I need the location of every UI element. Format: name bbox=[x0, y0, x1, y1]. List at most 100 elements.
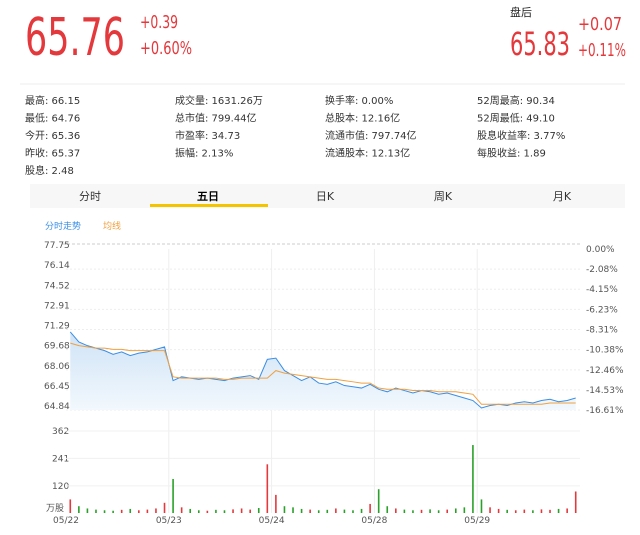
x-tick-label: 05/29 bbox=[464, 516, 490, 526]
volume-bar bbox=[540, 509, 543, 513]
after-change: +0.07 bbox=[578, 14, 622, 35]
volume-bar bbox=[352, 510, 354, 513]
y2-tick-label: -6.23% bbox=[586, 305, 618, 315]
stat: 最高: 66.15 bbox=[25, 94, 80, 107]
y-tick-label: 69.68 bbox=[44, 342, 70, 352]
volume-bar bbox=[412, 510, 414, 513]
volume-bar bbox=[95, 509, 97, 513]
volume-bar bbox=[343, 509, 346, 513]
volume-bar bbox=[300, 508, 303, 513]
change-pct: +0.60% bbox=[140, 38, 192, 59]
stat: 股息: 2.48 bbox=[25, 164, 74, 177]
stat: 52周最高: 90.34 bbox=[477, 94, 555, 107]
volume-bar bbox=[309, 509, 311, 513]
volume-bar bbox=[403, 509, 406, 513]
volume-bar bbox=[454, 508, 457, 513]
volume-bar bbox=[335, 508, 337, 513]
stat: 昨收: 65.37 bbox=[25, 147, 80, 160]
volume-bar bbox=[138, 510, 140, 513]
volume-bar bbox=[429, 509, 431, 513]
volume-bar bbox=[566, 508, 568, 513]
volume-bar bbox=[215, 509, 217, 513]
volume-bar bbox=[480, 499, 483, 513]
volume-bar bbox=[86, 508, 89, 513]
price-area bbox=[70, 331, 576, 410]
tab-underline bbox=[150, 204, 268, 207]
stat: 振幅: 2.13% bbox=[175, 147, 233, 160]
stat: 流通市值: 797.74亿 bbox=[325, 129, 417, 142]
x-tick-label: 05/28 bbox=[361, 516, 387, 526]
volume-bar bbox=[120, 509, 123, 513]
stat: 换手率: 0.00% bbox=[325, 94, 393, 107]
volume-bar bbox=[506, 509, 508, 513]
after-change-pct: +0.11% bbox=[578, 40, 626, 61]
volume-bar bbox=[386, 506, 389, 513]
stat: 总市值: 799.44亿 bbox=[175, 112, 257, 125]
price: 65.76 bbox=[25, 8, 125, 68]
volume-bar bbox=[472, 445, 474, 513]
volume-bar bbox=[257, 508, 260, 513]
volume-bar bbox=[103, 510, 106, 513]
volume-bar bbox=[326, 509, 329, 513]
volume-bar bbox=[437, 510, 440, 513]
volume-bar bbox=[78, 506, 80, 513]
volume-bar bbox=[163, 502, 166, 513]
x-tick-label: 05/24 bbox=[259, 516, 285, 526]
stat: 股息收益率: 3.77% bbox=[477, 129, 565, 142]
y2-tick-label: -12.46% bbox=[586, 366, 624, 376]
y-tick-label: 76.14 bbox=[44, 261, 70, 271]
volume-bar bbox=[463, 507, 466, 513]
volume-bar bbox=[395, 508, 397, 513]
volume-bar bbox=[283, 506, 286, 513]
y2-tick-label: -16.61% bbox=[586, 406, 624, 416]
volume-unit: 万股 bbox=[46, 503, 64, 514]
volume-bar bbox=[206, 510, 209, 513]
volume-bar bbox=[574, 491, 577, 513]
volume-bar bbox=[446, 509, 449, 513]
stat: 市盈率: 34.73 bbox=[175, 129, 240, 142]
tab[interactable]: 周K bbox=[434, 190, 453, 203]
tab[interactable]: 月K bbox=[553, 190, 572, 203]
volume-bar bbox=[523, 509, 526, 513]
volume-bar bbox=[112, 510, 114, 513]
price-line bbox=[69, 331, 576, 409]
volume-bar bbox=[223, 510, 226, 513]
x-tick-label: 05/23 bbox=[156, 516, 182, 526]
volume-bar bbox=[275, 494, 277, 513]
stat: 流通股本: 12.13亿 bbox=[325, 147, 410, 160]
stat: 成交量: 1631.26万 bbox=[175, 94, 263, 107]
y2-tick-label: -8.31% bbox=[586, 326, 618, 336]
legend: 分时走势 bbox=[45, 220, 81, 232]
volume-bar bbox=[317, 510, 320, 513]
volume-bar bbox=[197, 510, 200, 513]
volume-tick-label: 241 bbox=[52, 454, 69, 464]
stat: 最低: 64.76 bbox=[25, 112, 80, 125]
volume-bar bbox=[557, 508, 560, 513]
stat: 总股本: 12.16亿 bbox=[325, 112, 400, 125]
volume-bar bbox=[532, 510, 534, 513]
volume-bar bbox=[155, 508, 157, 513]
volume-bar bbox=[232, 509, 234, 513]
volume-bar bbox=[489, 507, 491, 513]
y2-tick-label: 0.00% bbox=[586, 245, 615, 255]
change: +0.39 bbox=[140, 12, 178, 33]
volume-bar bbox=[172, 479, 174, 513]
y2-tick-label: -2.08% bbox=[586, 265, 618, 275]
volume-bar bbox=[189, 508, 192, 513]
y-tick-label: 66.45 bbox=[44, 382, 70, 392]
after-label: 盘后 bbox=[510, 5, 532, 19]
y-tick-label: 74.52 bbox=[44, 281, 70, 291]
tab[interactable]: 五日 bbox=[197, 190, 219, 203]
volume-bar bbox=[266, 464, 269, 513]
legend: 均线 bbox=[103, 220, 121, 232]
volume-bar bbox=[180, 507, 183, 513]
volume-bar bbox=[292, 507, 294, 513]
y2-tick-label: -4.15% bbox=[586, 285, 618, 295]
tab[interactable]: 日K bbox=[316, 190, 335, 203]
stat: 每股收益: 1.89 bbox=[477, 147, 546, 160]
tab[interactable]: 分时 bbox=[79, 190, 101, 203]
y-tick-label: 68.06 bbox=[44, 362, 70, 372]
volume-bar bbox=[377, 489, 380, 513]
volume-bar bbox=[369, 503, 371, 513]
y-tick-label: 72.91 bbox=[44, 301, 70, 311]
